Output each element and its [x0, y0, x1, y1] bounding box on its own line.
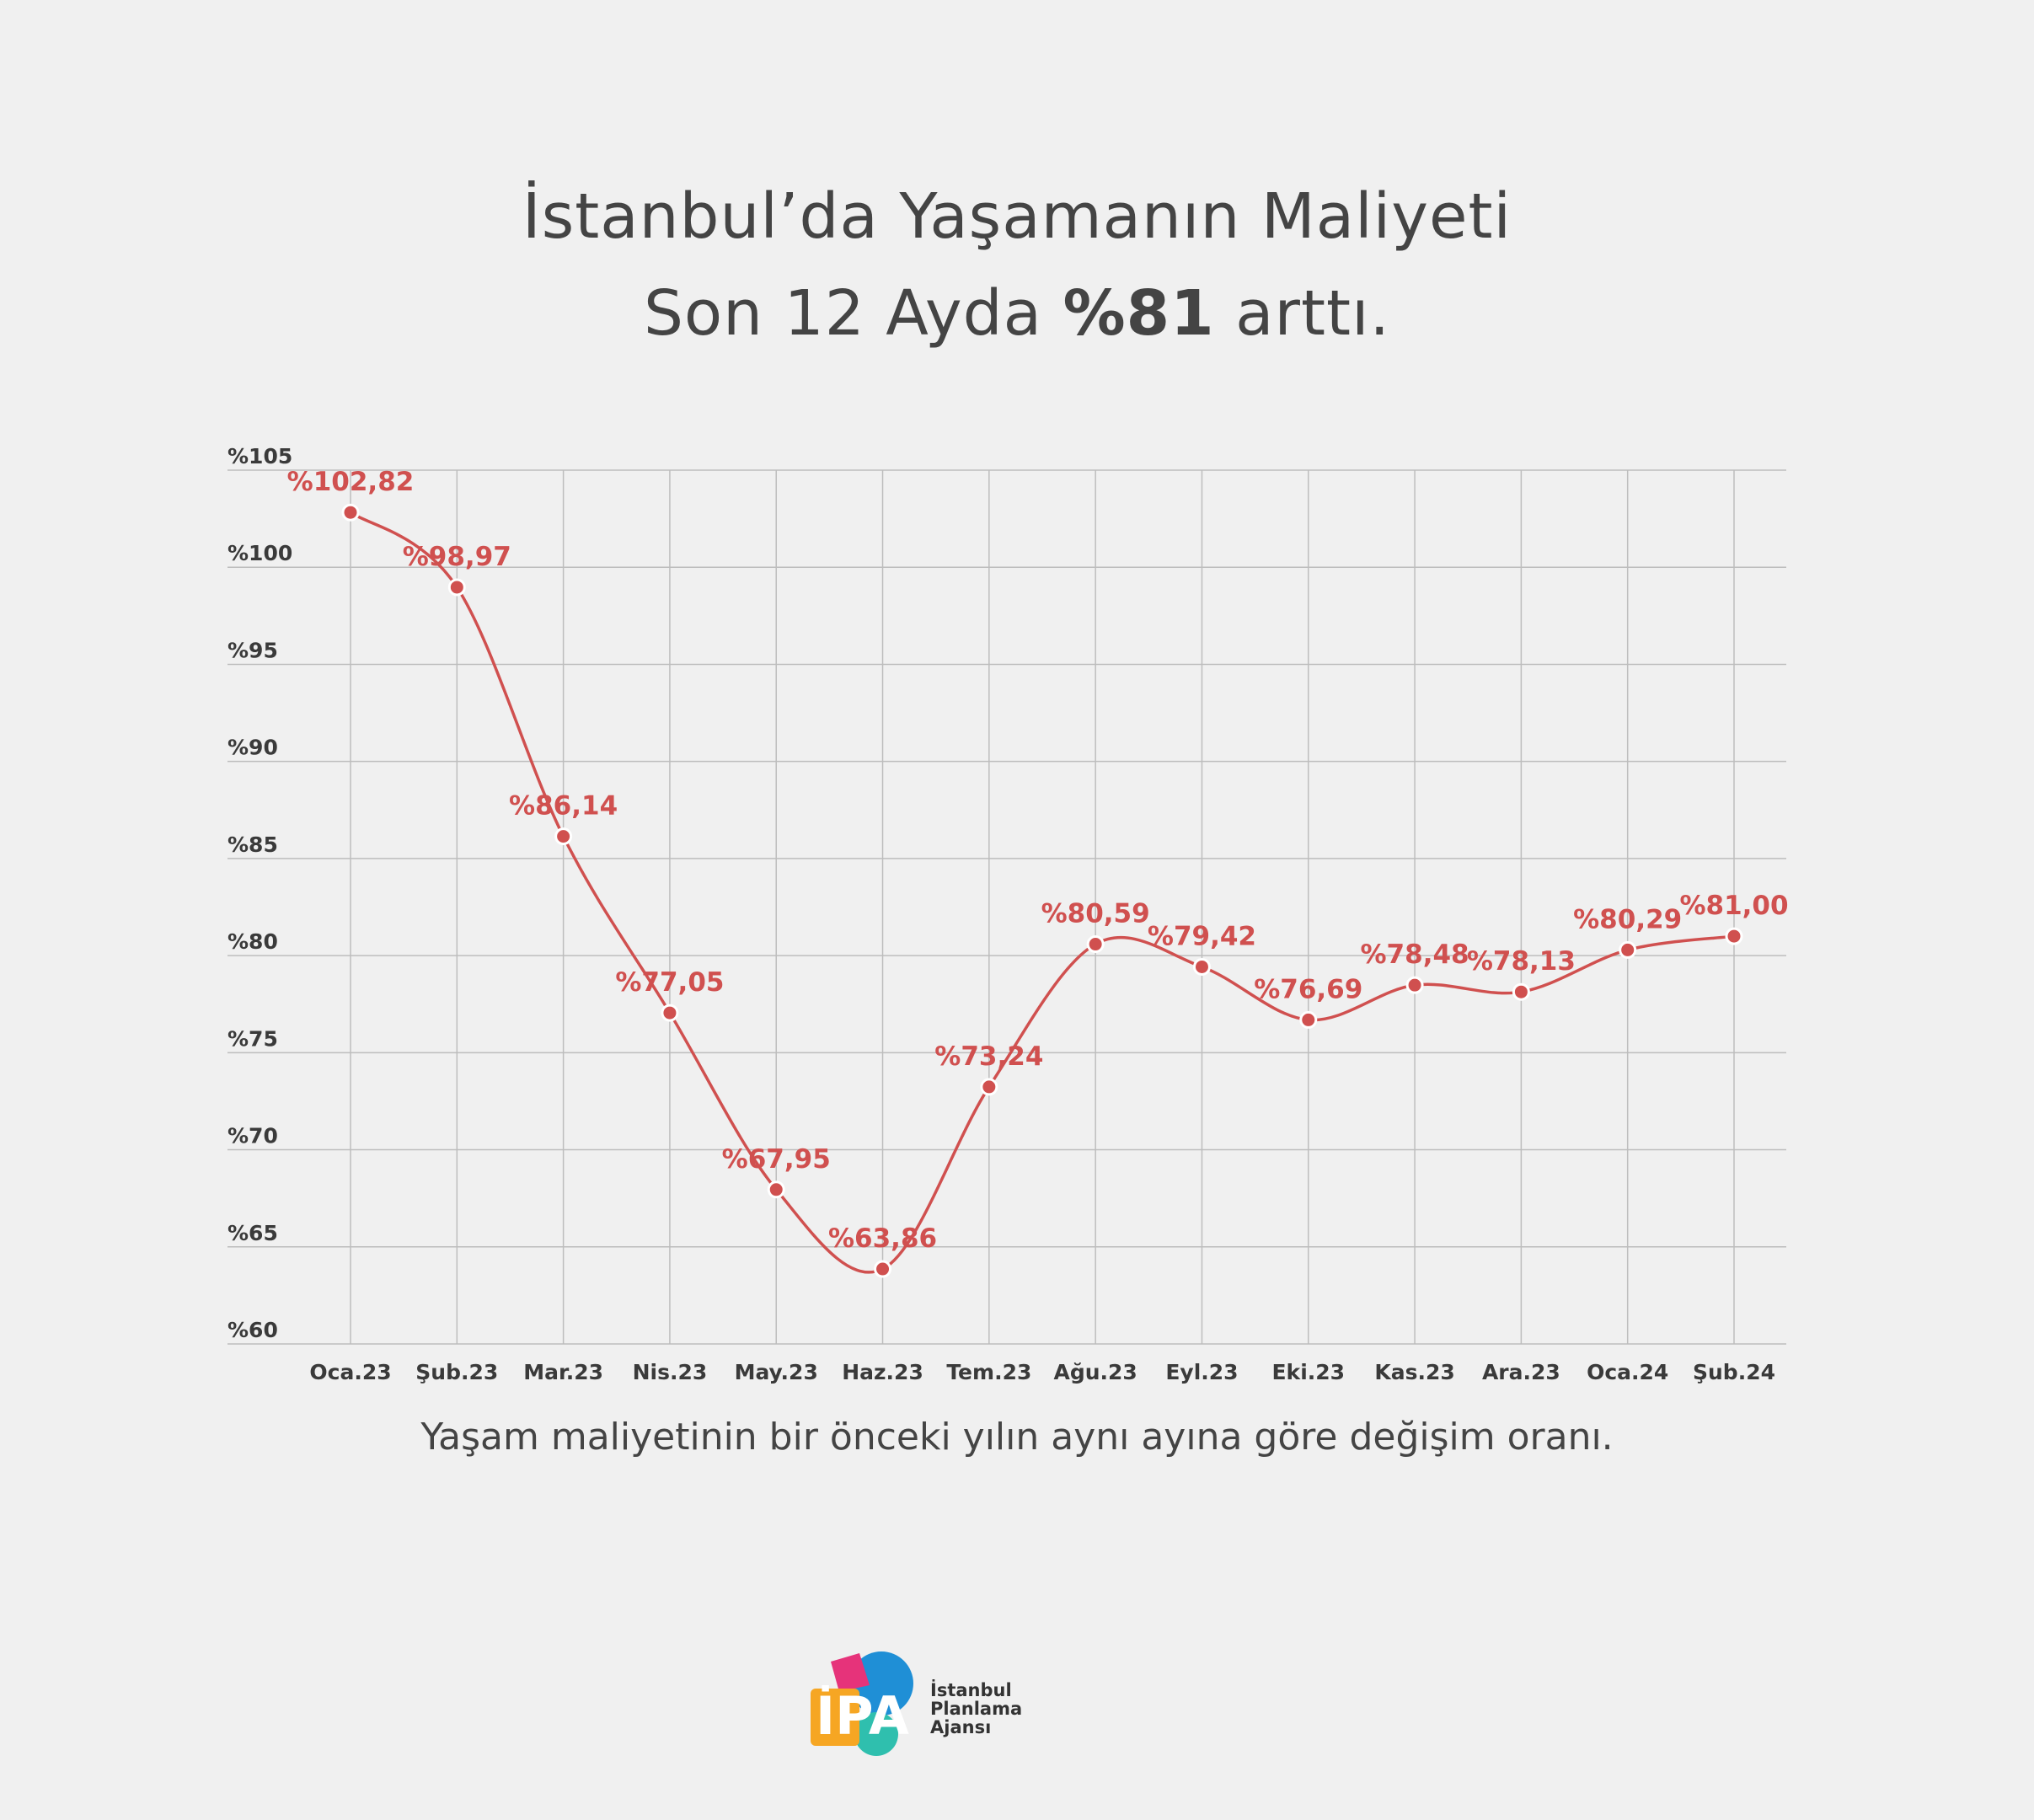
data-label: %78,48 — [1361, 939, 1469, 970]
logo-blue-shape — [849, 1651, 913, 1716]
chart-title: İstanbul’da Yaşamanın Maliyeti Son 12 Ay… — [0, 169, 2034, 362]
data-point — [1512, 982, 1530, 1001]
data-point — [1299, 1010, 1318, 1029]
x-tick-label: Nis.23 — [633, 1360, 708, 1384]
x-tick-label: Kas.23 — [1374, 1360, 1454, 1384]
x-tick-label: May.23 — [735, 1360, 818, 1384]
title-highlight-value: %81 — [1062, 277, 1215, 350]
data-point — [447, 578, 466, 597]
chart-caption: Yaşam maliyetinin bir önceki yılın aynı … — [420, 1416, 1614, 1459]
data-point — [1619, 940, 1637, 959]
chart-grid — [227, 469, 1786, 1345]
title-line-2: Son 12 Ayda %81 arttı. — [0, 265, 2034, 362]
x-tick-label: Şub.23 — [415, 1360, 498, 1384]
y-tick-label: %100 — [227, 541, 292, 565]
data-label: %67,95 — [722, 1144, 831, 1175]
data-label: %102,82 — [287, 467, 415, 497]
title-line-2-suffix: arttı. — [1214, 277, 1391, 350]
data-label: %78,13 — [1467, 946, 1576, 977]
y-tick-label: %60 — [227, 1318, 278, 1342]
data-point — [661, 1004, 679, 1022]
data-label: %77,05 — [615, 967, 724, 998]
data-label: %81,00 — [1679, 891, 1788, 921]
data-point — [767, 1180, 785, 1199]
y-axis-ticks: %60 %65 %70 %75 %80 %85 %90 %95 %100 %105 — [227, 444, 292, 1342]
data-point — [1725, 927, 1743, 945]
title-line-2-prefix: Son 12 Ayda — [643, 277, 1063, 350]
x-tick-label: Eki.23 — [1271, 1360, 1345, 1384]
data-point — [874, 1260, 892, 1278]
data-label: %73,24 — [934, 1041, 1043, 1072]
x-tick-label: Oca.24 — [1587, 1360, 1668, 1384]
y-tick-label: %80 — [227, 929, 278, 954]
logo-teal-shape — [854, 1712, 898, 1756]
x-tick-label: Ağu.23 — [1053, 1360, 1137, 1384]
data-point — [1192, 957, 1211, 976]
logo-text: İstanbul Planlama Ajansı — [930, 1681, 1022, 1737]
data-point — [554, 827, 573, 846]
data-label: %86,14 — [509, 791, 618, 822]
y-tick-label: %95 — [227, 638, 278, 662]
logo-text-line-3: Ajansı — [930, 1717, 992, 1737]
data-point — [980, 1078, 998, 1096]
y-tick-label: %90 — [227, 736, 278, 760]
y-tick-label: %75 — [227, 1026, 278, 1051]
data-label: %98,97 — [403, 542, 511, 572]
series-line — [349, 511, 1735, 1274]
data-point — [341, 503, 360, 522]
x-tick-label: Oca.23 — [309, 1360, 391, 1384]
data-points — [341, 503, 1743, 1278]
logo-text-line-2: Planlama — [930, 1699, 1023, 1719]
y-tick-label: %105 — [227, 444, 292, 468]
x-axis-ticks: Oca.23 Şub.23 Mar.23 Nis.23 May.23 Haz.23 Tem.… — [309, 1360, 1775, 1384]
y-tick-label: %70 — [227, 1124, 278, 1148]
x-tick-label: Şub.24 — [1693, 1360, 1775, 1384]
logo-pink-shape — [831, 1653, 870, 1692]
x-tick-label: Eyl.23 — [1165, 1360, 1238, 1384]
data-label: %63,86 — [828, 1223, 937, 1254]
logo-mark: İPA — [816, 1685, 909, 1747]
data-label: %76,69 — [1254, 974, 1362, 1004]
data-point — [1086, 935, 1105, 954]
x-tick-label: Mar.23 — [523, 1360, 603, 1384]
y-tick-label: %65 — [227, 1221, 278, 1245]
y-tick-label: %85 — [227, 832, 278, 857]
data-label: %80,29 — [1573, 904, 1682, 934]
logo-orange-shape — [811, 1689, 859, 1746]
data-labels: %102,82 %98,97 %86,14 %77,05 %67,95 %63,86 %73… — [287, 467, 1789, 1254]
data-label: %80,59 — [1041, 899, 1150, 929]
line-chart: %60 %65 %70 %75 %80 %85 %90 %95 %100 %105 Oca.23 Ş… — [227, 444, 1789, 1384]
x-tick-label: Haz.23 — [842, 1360, 923, 1384]
title-line-1: İstanbul’da Yaşamanın Maliyeti — [522, 180, 1512, 253]
ipa-logo: İPA — [811, 1651, 913, 1756]
logo-text-line-1: İstanbul — [930, 1680, 1012, 1700]
x-tick-label: Ara.23 — [1482, 1360, 1560, 1384]
data-label: %79,42 — [1148, 921, 1256, 951]
data-point — [1405, 976, 1424, 994]
x-tick-label: Tem.23 — [946, 1360, 1031, 1384]
